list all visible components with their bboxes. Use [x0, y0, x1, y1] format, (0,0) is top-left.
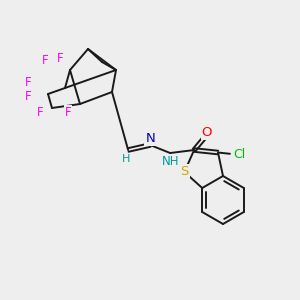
- Text: O: O: [202, 126, 212, 139]
- Text: NH: NH: [161, 154, 179, 167]
- Text: N: N: [145, 131, 155, 145]
- Text: Cl: Cl: [233, 148, 245, 161]
- Text: H: H: [122, 154, 130, 164]
- Text: F: F: [25, 76, 31, 88]
- Text: F: F: [25, 89, 31, 103]
- Text: F: F: [37, 106, 43, 118]
- Text: F: F: [65, 106, 71, 118]
- Text: S: S: [180, 165, 189, 178]
- Text: F: F: [42, 55, 48, 68]
- Text: F: F: [57, 52, 63, 64]
